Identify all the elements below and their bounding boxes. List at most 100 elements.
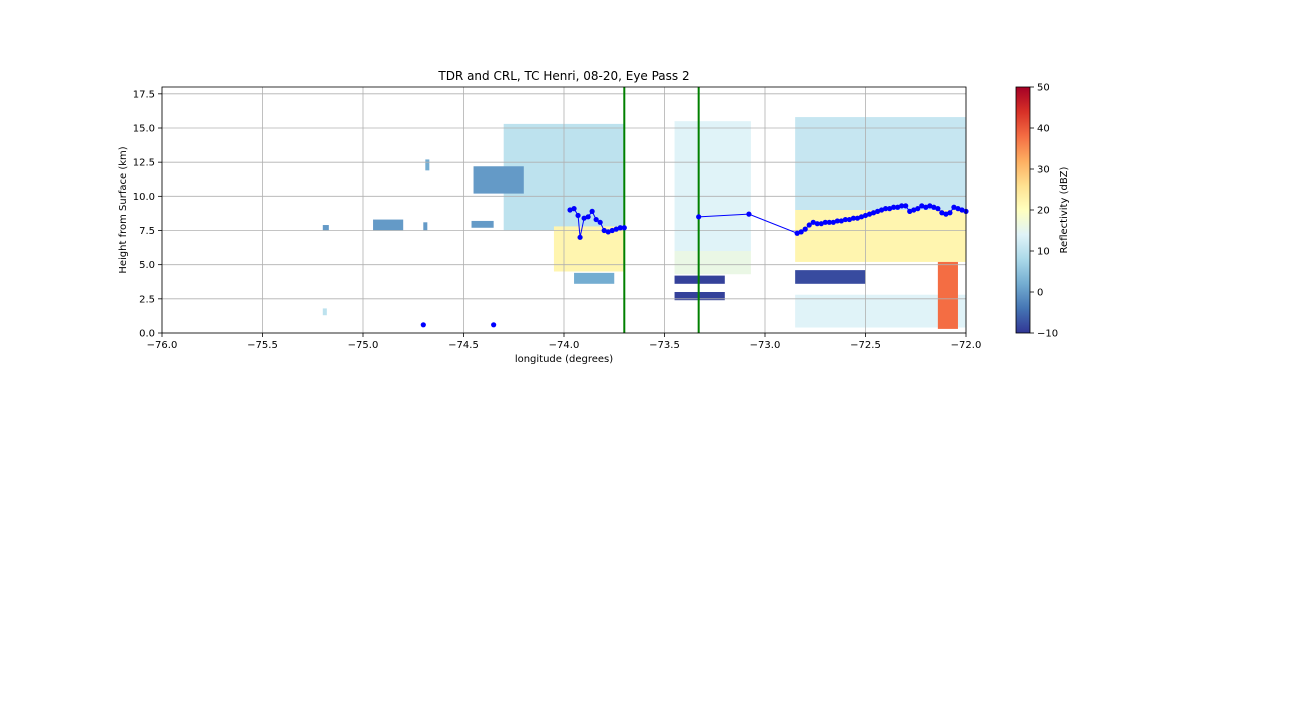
series-point-46: [903, 203, 909, 209]
series-point-21: [802, 226, 808, 232]
series-point-22: [806, 222, 812, 228]
reflectivity-region-4: [674, 121, 751, 252]
reflectivity-region-15: [423, 222, 428, 231]
series-point-1: [491, 322, 497, 328]
series-point-60: [959, 207, 965, 213]
y-tick-label-3: 7.5: [139, 226, 155, 237]
series-point-51: [923, 204, 929, 210]
y-tick-label-1: 2.5: [139, 294, 155, 305]
x-tick-label-5: −73.5: [649, 340, 680, 351]
series-point-37: [866, 211, 873, 217]
series-point-47: [907, 208, 913, 214]
series-point-54: [935, 206, 941, 212]
y-tick-label-6: 15.0: [133, 124, 155, 135]
series-point-29: [834, 218, 840, 224]
series-point-33: [850, 215, 857, 221]
series-point-50: [919, 203, 925, 209]
reflectivity-region-18: [322, 308, 327, 316]
y-axis-label: Height from Surface (km): [118, 146, 129, 273]
series-point-53: [931, 204, 937, 210]
series-point-27: [826, 219, 832, 225]
series-point-40: [878, 207, 885, 213]
y-axis-ticks: 0.0 2.5 5.0 7.5 10.0 12.5 15.0 17.5: [133, 89, 162, 340]
reflectivity-region-3: [574, 272, 615, 284]
series-point-25: [818, 221, 824, 227]
series-point-43: [891, 204, 897, 210]
x-tick-label-1: −75.5: [247, 340, 278, 351]
series-point-57: [947, 210, 953, 216]
series-point-45: [899, 203, 905, 209]
colorbar-label: Reflectivity (dBZ): [1059, 166, 1070, 253]
series-point-18: [746, 211, 752, 217]
series-point-36: [862, 212, 869, 219]
x-tick-label-2: −75.0: [348, 340, 379, 351]
series-point-15: [617, 225, 623, 231]
colorbar-tick-label-2: 10: [1037, 247, 1050, 258]
reference-lines: [623, 87, 700, 333]
data-series: [420, 203, 969, 328]
series-point-30: [838, 218, 844, 224]
series-point-24: [814, 221, 820, 227]
series-point-35: [858, 214, 865, 220]
series-point-58: [951, 204, 957, 210]
colorbar-tick-label-5: 40: [1037, 124, 1050, 135]
series-point-34: [854, 215, 861, 221]
series-point-48: [911, 207, 917, 213]
y-tick-label-7: 17.5: [133, 89, 155, 100]
series-point-23: [810, 219, 816, 225]
reflectivity-region-7: [674, 292, 725, 301]
colorbar-tick-label-1: 0: [1037, 288, 1043, 299]
series-point-14: [613, 226, 619, 232]
colorbar-gradient: [1015, 86, 1031, 334]
x-tick-label-3: −74.5: [448, 340, 479, 351]
colorbar-tick-label-0: −10: [1037, 329, 1058, 340]
series-point-56: [943, 211, 949, 217]
series-point-0: [420, 322, 426, 328]
series-point-39: [874, 208, 881, 214]
series-point-42: [887, 206, 893, 212]
series-point-31: [842, 216, 849, 223]
series-point-10: [597, 219, 603, 225]
y-tick-label-0: 0.0: [139, 329, 155, 340]
series-point-28: [830, 219, 836, 225]
series-point-19: [794, 230, 800, 236]
x-axis-ticks: −76.0 −75.5 −75.0 −74.5 −74.0 −73.5 −73.0 −72.5…: [147, 333, 982, 351]
series-point-41: [883, 206, 889, 212]
reflectivity-region-5: [674, 251, 751, 275]
series-point-7: [585, 214, 591, 220]
series-point-44: [895, 204, 901, 210]
chart-title: TDR and CRL, TC Henri, 08-20, Eye Pass 2: [437, 69, 689, 83]
series-point-12: [605, 229, 611, 235]
series-point-8: [589, 208, 595, 214]
series-point-9: [593, 216, 599, 223]
reflectivity-region-12: [937, 261, 958, 329]
series-point-38: [870, 210, 877, 216]
reflectivity-region-13: [322, 225, 329, 231]
x-tick-label-8: −72.0: [951, 340, 982, 351]
reflectivity-region-8: [795, 117, 966, 210]
colorbar: −10 0 10 20 30 40 50: [1015, 83, 1058, 340]
reflectivity-region-10: [795, 270, 866, 284]
series-point-49: [915, 206, 921, 212]
reflectivity-region-11: [795, 294, 966, 328]
series-point-3: [571, 206, 577, 212]
x-tick-label-6: −73.0: [750, 340, 781, 351]
colorbar-tick-label-6: 50: [1037, 83, 1050, 94]
reflectivity-region-6: [674, 275, 725, 284]
y-tick-label-4: 10.0: [133, 192, 155, 203]
series-point-55: [939, 210, 945, 216]
x-axis-label: longitude (degrees): [515, 354, 613, 365]
x-tick-label-4: −74.0: [549, 340, 580, 351]
colorbar-tick-label-3: 20: [1037, 206, 1050, 217]
reflectivity-region-9: [795, 210, 966, 262]
series-point-16: [621, 225, 627, 231]
series-point-6: [581, 215, 587, 221]
series-point-17: [696, 214, 702, 220]
reflectivity-region-16: [471, 220, 494, 228]
series-point-4: [575, 212, 581, 219]
reflectivity-region-2: [473, 166, 524, 194]
series-point-32: [846, 216, 853, 223]
reflectivity-region-17: [425, 159, 430, 171]
series-point-52: [927, 203, 933, 209]
series-point-20: [798, 229, 804, 235]
